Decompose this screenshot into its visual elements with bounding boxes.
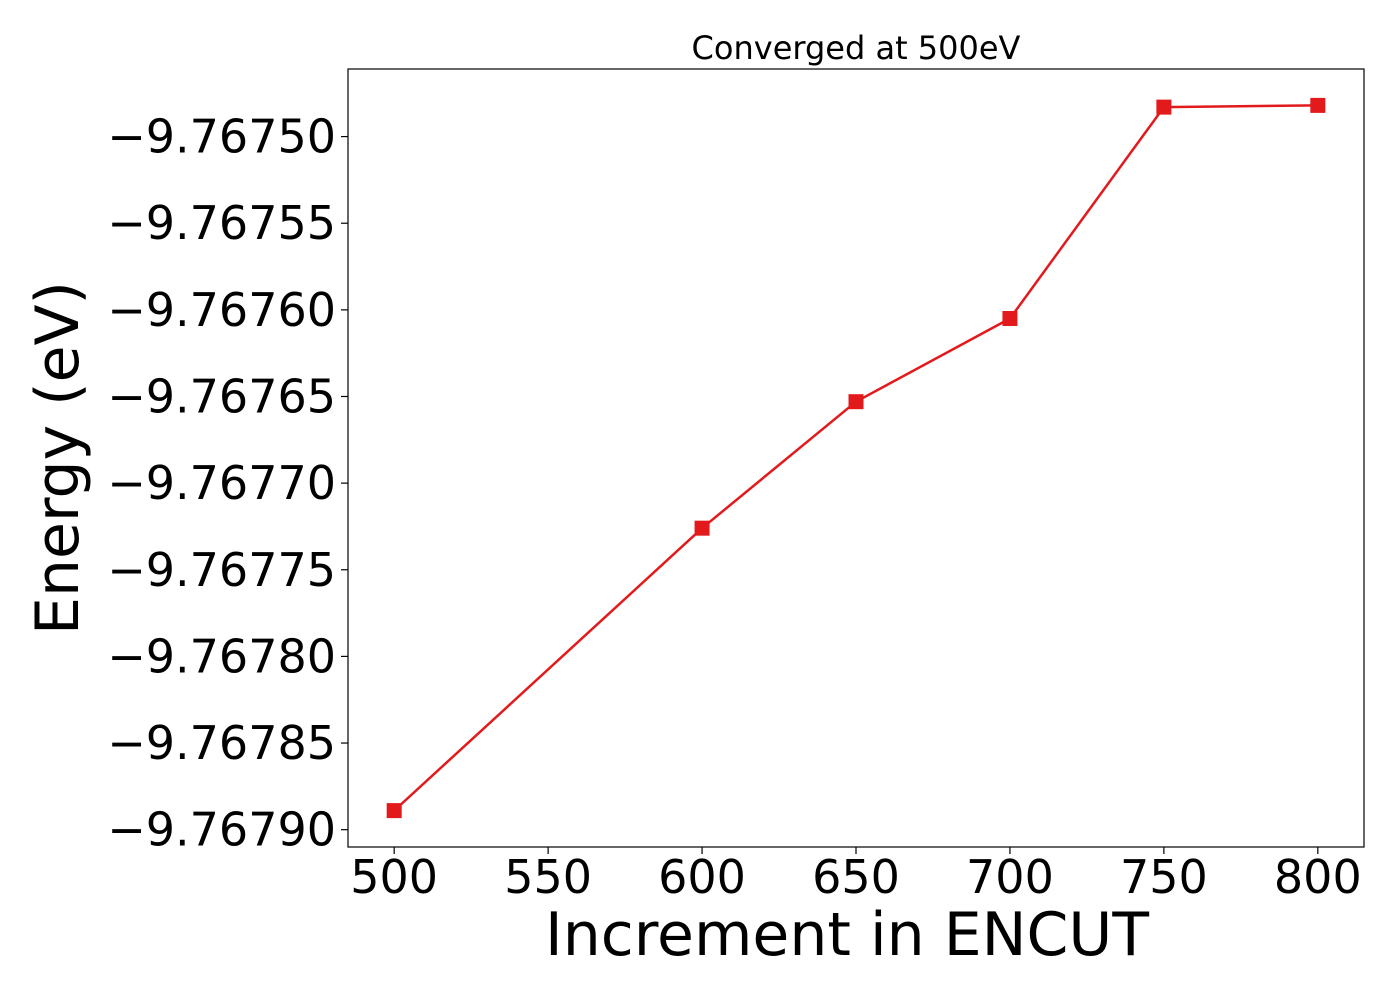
y-tick-label: −9.76750: [107, 110, 336, 164]
chart-title: Converged at 500eV: [692, 29, 1021, 67]
data-point-marker: [1310, 97, 1326, 113]
y-tick-label: −9.76780: [107, 629, 336, 683]
data-point-marker: [848, 394, 864, 410]
data-point-marker: [386, 803, 402, 819]
x-tick-label: 700: [966, 850, 1054, 904]
x-tick-label: 500: [350, 850, 438, 904]
x-tick-label: 650: [812, 850, 900, 904]
x-axis-label: Increment in ENCUT: [545, 900, 1149, 970]
y-tick-label: −9.76755: [107, 196, 336, 250]
y-tick-label: −9.76785: [107, 716, 336, 770]
y-axis-ticks: −9.76790 −9.76785 −9.76780 −9.76775 −9.76770…: [107, 110, 348, 857]
x-tick-label: 800: [1274, 850, 1362, 904]
data-point-marker: [694, 520, 710, 536]
y-axis-label: Energy (eV): [23, 281, 93, 635]
y-tick-label: −9.76790: [107, 803, 336, 857]
energy-series-markers: [386, 97, 1326, 819]
x-axis-ticks: 500 550 600 650 700 750 800: [350, 847, 1362, 904]
y-tick-label: −9.76765: [107, 369, 336, 423]
x-tick-label: 750: [1120, 850, 1208, 904]
x-tick-label: 600: [658, 850, 746, 904]
data-point-marker: [1002, 311, 1018, 327]
plot-frame: [347, 68, 1365, 848]
y-tick-label: −9.76760: [107, 283, 336, 337]
y-tick-label: −9.76775: [107, 543, 336, 597]
energy-series-line: [393, 104, 1318, 812]
data-point-marker: [1156, 99, 1172, 115]
y-tick-label: −9.76770: [107, 456, 336, 510]
x-tick-label: 550: [504, 850, 592, 904]
